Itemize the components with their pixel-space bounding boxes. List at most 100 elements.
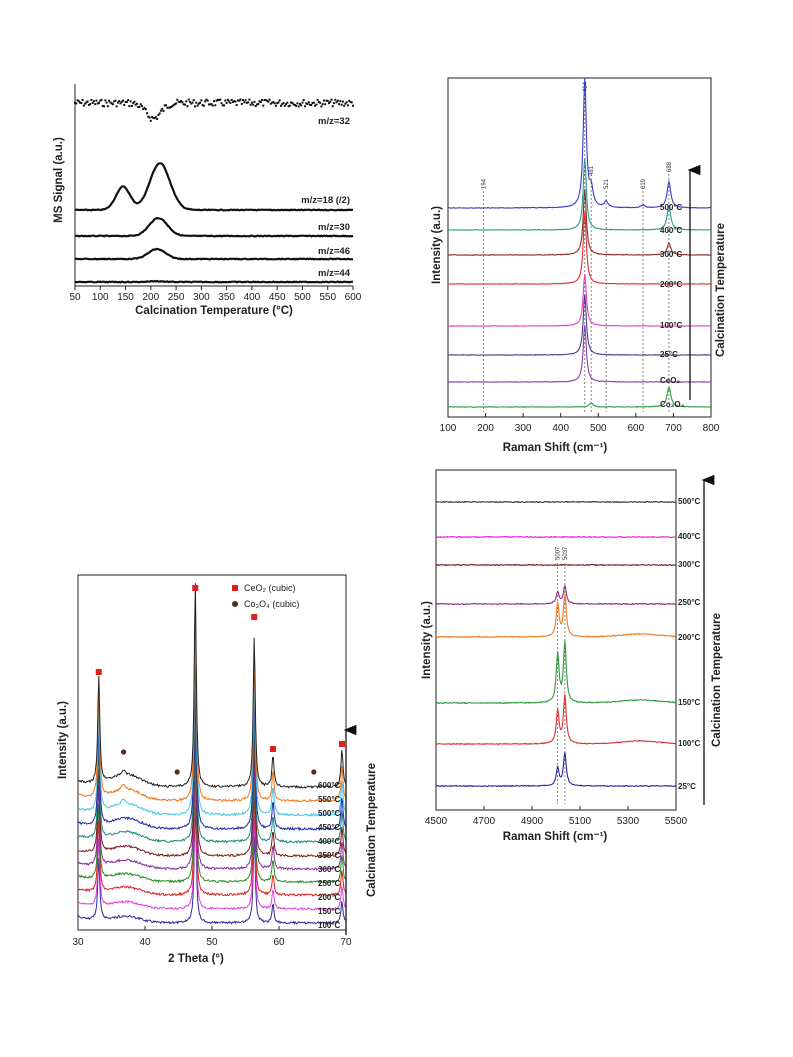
ms-data-point	[161, 107, 164, 110]
ms-data-point	[177, 100, 180, 103]
ms-data-point	[129, 100, 132, 103]
ms-data-point	[271, 101, 274, 104]
ms-data-point	[216, 98, 219, 101]
ms-data-point	[82, 104, 85, 107]
ms-x-tick-label: 550	[319, 292, 336, 303]
ms-data-point	[225, 101, 228, 104]
ceo2-peak-marker	[192, 585, 199, 591]
raman-high-x-tick-label: 5300	[617, 816, 640, 827]
ms-data-point	[119, 102, 122, 105]
raman-low-series-co-o	[447, 385, 711, 408]
ms-data-point	[346, 104, 349, 107]
xrd-series-label: 450°C	[318, 823, 341, 832]
raman-low-peak-marker-label: 521	[604, 178, 610, 189]
ms-data-point	[267, 100, 270, 103]
ms-data-point	[79, 101, 82, 104]
ms-data-point	[168, 106, 171, 109]
ms-data-point	[312, 101, 315, 104]
ceo2-peak-marker	[251, 614, 258, 620]
ms-data-point	[230, 98, 233, 101]
ms-data-point	[290, 101, 293, 104]
ms-data-point	[199, 101, 202, 104]
ms-data-point	[201, 104, 204, 107]
ms-data-point	[224, 99, 227, 102]
ms-data-point	[240, 102, 243, 105]
raman-low-x-tick-label: 700	[665, 423, 682, 434]
ms-data-point	[182, 103, 185, 106]
ms-data-point	[96, 102, 99, 105]
raman-high-x-tick-label: 4700	[473, 816, 496, 827]
ms-series-label: m/z=18 (/2)	[301, 195, 350, 206]
ms-data-point	[239, 98, 242, 101]
raman-high-series-label: 500°C	[678, 497, 701, 506]
ms-data-point	[314, 104, 317, 107]
xrd-x-tick-label: 50	[206, 937, 218, 948]
xrd-series-label: 550°C	[318, 795, 341, 804]
raman-high-x-axis-label: Raman Shift (cm⁻¹)	[503, 831, 608, 843]
ms-data-point	[268, 98, 271, 101]
ms-data-point	[338, 103, 341, 106]
ms-data-point	[283, 104, 286, 107]
xrd-series-label: 300°C	[318, 865, 341, 874]
ms-data-point	[331, 105, 334, 108]
ms-data-point	[210, 103, 213, 106]
ms-data-point	[316, 98, 319, 101]
ms-data-point	[339, 100, 342, 103]
ms-data-point	[130, 104, 133, 107]
xrd-x-tick-label: 60	[273, 937, 285, 948]
xrd-series-label: 600°C	[318, 781, 341, 790]
ms-data-point	[311, 102, 314, 105]
ms-data-point	[159, 109, 162, 112]
ms-data-point	[286, 101, 289, 104]
raman-high-series-400-c	[435, 535, 677, 539]
xrd-x-tick-label: 70	[340, 937, 352, 948]
ms-data-point	[76, 99, 79, 102]
ms-data-point	[162, 110, 165, 113]
ms-data-point	[231, 100, 234, 103]
ms-data-point	[325, 99, 328, 102]
ms-series-label: m/z=30	[318, 222, 350, 233]
ms-data-point	[233, 100, 236, 103]
ms-data-point	[124, 100, 127, 103]
ms-data-point	[293, 104, 296, 107]
ms-data-point	[336, 99, 339, 102]
ms-data-point	[248, 98, 251, 101]
raman-low-series-label: CeO₂	[660, 376, 680, 385]
ms-data-point	[100, 98, 103, 101]
ms-data-point	[87, 103, 90, 106]
raman-low-x-tick-label: 500	[590, 423, 607, 434]
ms-data-point	[341, 100, 344, 103]
ms-data-point	[215, 99, 218, 102]
ms-series-m-z-30	[74, 216, 354, 238]
ms-series-label: m/z=46	[318, 246, 350, 257]
ms-x-tick-label: 200	[142, 292, 159, 303]
raman-low-x-tick-label: 800	[703, 423, 720, 434]
ms-data-point	[296, 102, 299, 105]
raman-high-x-tick-label: 5500	[665, 816, 688, 827]
raman-low-y-axis-label: Intensity (a.u.)	[431, 206, 443, 284]
ms-data-point	[154, 116, 157, 119]
ms-data-point	[206, 99, 209, 102]
ms-data-point	[309, 103, 312, 106]
ms-data-point	[273, 102, 276, 105]
ms-data-point	[181, 101, 184, 104]
ms-data-point	[186, 105, 189, 108]
ms-data-point	[300, 104, 303, 107]
xrd-series-450-c	[77, 651, 347, 832]
raman-low-x-tick-label: 200	[477, 423, 494, 434]
ms-data-point	[334, 98, 337, 101]
ms-data-point	[139, 103, 142, 106]
xrd-series-500-c	[77, 629, 347, 818]
ms-data-point	[335, 101, 338, 104]
ms-data-point	[329, 100, 332, 103]
ms-series-m-z-44	[74, 279, 354, 284]
ms-data-point	[307, 101, 310, 104]
ms-data-point	[98, 101, 101, 104]
ms-data-point	[302, 99, 305, 102]
xrd-series-250-c	[77, 738, 346, 885]
ms-data-point	[90, 99, 93, 102]
ms-data-point	[185, 100, 188, 103]
ms-data-point	[274, 104, 277, 107]
raman-high-x-tick-label: 4500	[425, 816, 448, 827]
raman-high-series-label: 300°C	[678, 560, 701, 569]
